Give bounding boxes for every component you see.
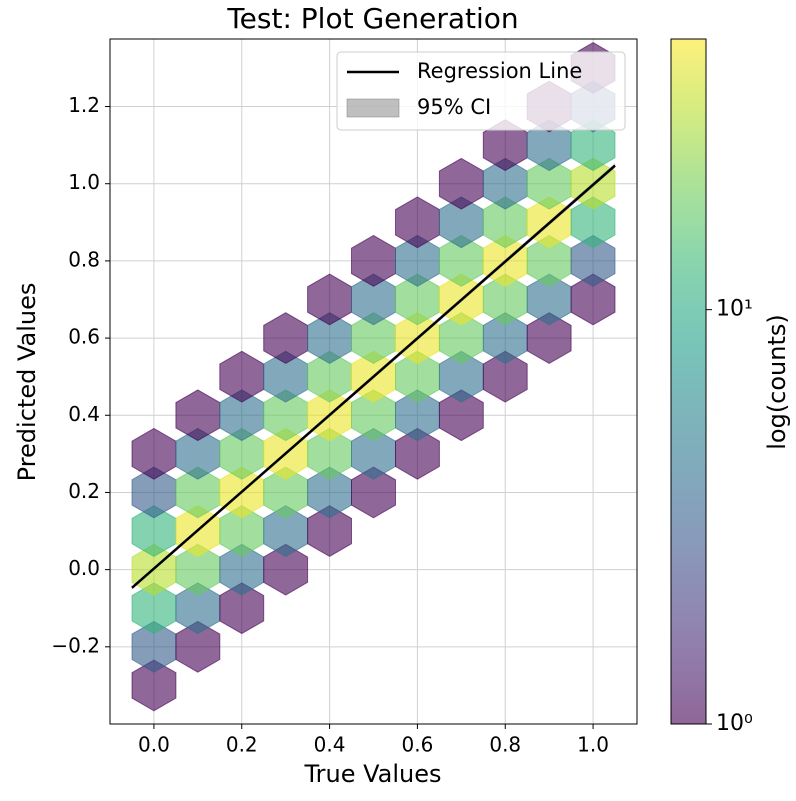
- x-tick-label: 1.0: [577, 733, 609, 757]
- hexbin-cell: [131, 659, 177, 712]
- hexbin-cell: [570, 234, 616, 287]
- y-tick-label: 0.0: [68, 556, 100, 580]
- colorbar-label: log(counts): [763, 314, 791, 450]
- hexbin-cell: [570, 196, 616, 249]
- y-tick-label: 0.2: [68, 479, 100, 503]
- x-tick-label: 0.8: [489, 733, 521, 757]
- legend-label: Regression Line: [417, 59, 582, 83]
- hexbin-cell: [263, 312, 309, 364]
- y-tick-label: −0.2: [51, 633, 100, 657]
- y-tick-label: 0.8: [68, 247, 100, 271]
- colorbar: [670, 38, 707, 725]
- hexbin-cell: [175, 620, 221, 673]
- plot-frame: [109, 38, 638, 725]
- y-tick-label: 0.6: [68, 325, 100, 349]
- y-tick-label: 1.2: [68, 93, 100, 117]
- hexbin-cell: [263, 543, 309, 596]
- hexbin-cell: [438, 157, 484, 210]
- regression-line: [131, 164, 616, 589]
- hexbin-cell: [131, 427, 177, 480]
- y-tick-label: 1.0: [68, 170, 100, 194]
- hexbin-cell: [351, 466, 396, 519]
- chart-title: Test: Plot Generation: [226, 2, 518, 35]
- hexbin-cell: [175, 389, 221, 442]
- legend-patch: [346, 98, 400, 118]
- hexbin-cell: [307, 273, 352, 326]
- x-tick-label: 0.0: [138, 733, 170, 757]
- hexbin-cell: [395, 196, 440, 249]
- x-tick-label: 0.2: [226, 733, 258, 757]
- hexbin-cell: [482, 350, 528, 403]
- y-tick-label: 0.4: [68, 402, 100, 426]
- legend-label: 95% CI: [417, 95, 491, 119]
- colorbar-tick-label: 10¹: [716, 297, 753, 322]
- hexbin-cell: [570, 119, 616, 172]
- x-tick-label: 0.4: [314, 733, 346, 757]
- hexbin-cell: [570, 273, 616, 326]
- hexbin-cell: [395, 427, 440, 480]
- hexbin-cell: [351, 234, 396, 287]
- hexbin-cell: [526, 312, 572, 364]
- x-tick-label: 0.6: [402, 733, 434, 757]
- x-axis-label: True Values: [303, 760, 441, 788]
- hexbin-cell: [219, 350, 265, 403]
- hexbin-cell: [438, 389, 484, 442]
- hexbin-cell: [219, 582, 265, 635]
- legend-box: [336, 51, 626, 131]
- hexbin-cell: [307, 505, 352, 557]
- colorbar-tick-label: 10⁰: [716, 711, 753, 736]
- y-axis-label: Predicted Values: [13, 283, 41, 482]
